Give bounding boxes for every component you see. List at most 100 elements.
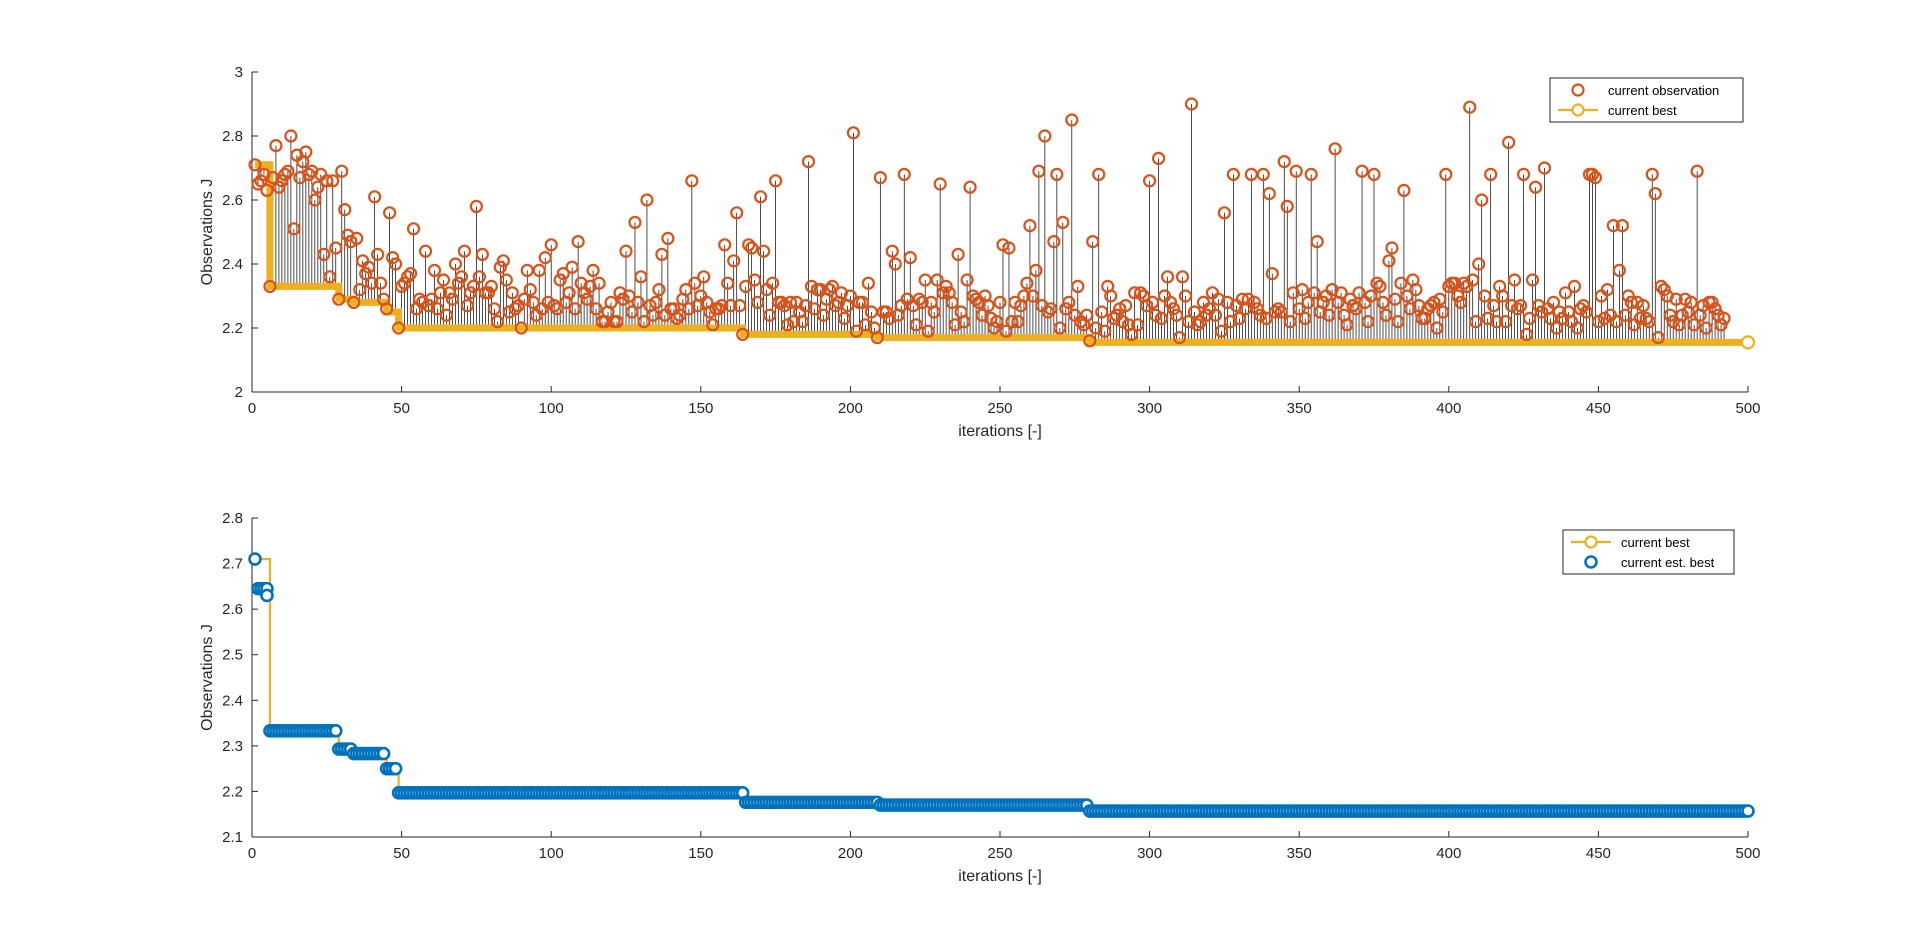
observation-marker <box>1546 295 1561 309</box>
y-tick-label: 2.2 <box>222 783 243 800</box>
observation-marker <box>1379 308 1393 322</box>
observation-marker <box>1636 299 1650 313</box>
observation-marker <box>1537 161 1552 175</box>
observation-marker <box>786 315 801 329</box>
observation-marker <box>400 270 415 284</box>
observation-marker <box>807 302 822 316</box>
observation-marker <box>392 321 406 335</box>
observation-marker <box>1005 315 1019 329</box>
x-tick-label: 500 <box>1735 400 1760 417</box>
observation-marker <box>326 174 340 188</box>
legend-label: current best <box>1608 103 1677 118</box>
observation-marker <box>248 158 262 172</box>
observation-marker <box>1208 308 1223 322</box>
observation-marker <box>1600 283 1614 297</box>
observation-marker <box>1160 270 1175 284</box>
observation-marker <box>1340 318 1354 332</box>
observation-marker <box>739 279 753 293</box>
observation-marker <box>733 299 747 313</box>
observation-marker <box>843 289 858 303</box>
observation-marker <box>927 305 941 319</box>
observation-marker <box>406 222 421 236</box>
observation-marker <box>1083 334 1097 348</box>
observation-marker <box>1570 321 1585 335</box>
observation-marker <box>1684 295 1698 309</box>
observation-marker <box>1280 199 1294 213</box>
observation-marker <box>1104 289 1118 303</box>
observation-marker <box>1298 311 1312 325</box>
observation-marker <box>990 315 1004 329</box>
observation-marker <box>1472 257 1486 271</box>
observation-marker <box>816 308 831 322</box>
observation-marker <box>1484 167 1498 181</box>
observation-marker <box>1615 219 1629 233</box>
observation-marker <box>1017 289 1031 303</box>
observation-marker <box>1301 295 1315 309</box>
observation-marker <box>1020 276 1034 290</box>
observation-marker <box>1576 299 1591 313</box>
observation-marker <box>1522 311 1537 325</box>
observation-marker <box>1409 283 1423 297</box>
observation-marker <box>1295 283 1309 297</box>
observation-marker <box>936 286 950 300</box>
legend-best-icon <box>1584 535 1598 549</box>
observation-marker <box>1316 295 1330 309</box>
observation-marker <box>1268 305 1282 319</box>
observation-marker <box>1038 129 1052 143</box>
observation-marker <box>1516 167 1531 181</box>
observation-marker <box>1639 311 1653 325</box>
observation-marker <box>846 126 860 140</box>
observation-marker <box>1125 327 1139 341</box>
observation-marker <box>311 180 325 194</box>
observation-marker <box>592 276 606 290</box>
observation-marker <box>1448 276 1462 290</box>
observation-marker <box>631 295 645 309</box>
observation-marker <box>885 244 899 258</box>
current-best-line <box>254 161 1748 346</box>
observation-marker <box>1708 302 1722 316</box>
observation-marker <box>1154 311 1169 325</box>
observation-marker <box>565 260 579 274</box>
observation-marker <box>951 247 965 261</box>
y-tick-label: 3 <box>235 64 243 81</box>
observation-marker <box>457 244 472 258</box>
x-tick-label: 450 <box>1586 400 1611 417</box>
observation-marker <box>855 295 869 309</box>
observation-marker <box>825 279 840 293</box>
observation-marker <box>1454 295 1468 309</box>
y-tick-label: 2.2 <box>222 320 243 337</box>
est-best-marker <box>260 588 274 603</box>
observation-marker <box>1391 315 1405 329</box>
observation-marker <box>562 286 576 300</box>
observation-marker <box>873 171 887 185</box>
observation-marker <box>822 283 837 297</box>
observation-marker <box>1370 276 1384 290</box>
observation-marker <box>553 273 567 287</box>
y-tick-label: 2.5 <box>222 647 243 664</box>
observation-marker <box>1250 302 1264 316</box>
y-tick-label: 2.6 <box>222 601 243 618</box>
observation-marker <box>1187 305 1202 319</box>
observation-marker <box>640 193 654 207</box>
observation-marker <box>783 295 798 309</box>
observation-marker <box>338 203 352 217</box>
observation-marker <box>490 315 504 329</box>
observation-marker <box>1669 292 1683 306</box>
observation-marker <box>730 206 744 220</box>
legend-label: current observation <box>1608 83 1719 98</box>
observation-marker <box>436 273 451 287</box>
observation-marker <box>1496 289 1510 303</box>
observation-marker <box>1642 315 1656 329</box>
observation-marker <box>1466 273 1480 287</box>
observation-marker <box>933 177 947 191</box>
observation-marker <box>1163 295 1178 309</box>
observation-marker <box>1343 292 1357 306</box>
x-tick-label: 450 <box>1586 845 1611 862</box>
observation-marker <box>1439 167 1453 181</box>
observation-marker <box>1289 164 1303 178</box>
observation-marker <box>523 283 537 297</box>
observation-marker <box>757 244 771 258</box>
legend-observation-icon <box>1571 83 1585 97</box>
observation-marker <box>1424 299 1438 313</box>
